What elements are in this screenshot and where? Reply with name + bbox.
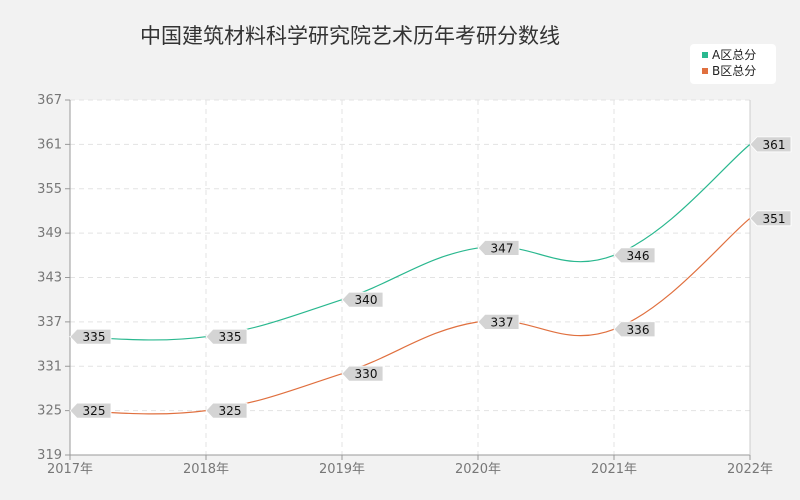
axes: 319 325 331 337 343 349 355 361 367 2017年 2018年 201… xyxy=(37,93,773,477)
y-tick-label: 367 xyxy=(37,93,62,108)
data-label-box xyxy=(341,365,384,382)
data-label-box xyxy=(69,402,112,419)
data-label-box xyxy=(69,328,112,345)
y-tick-label: 337 xyxy=(37,315,62,330)
data-label: 325 xyxy=(69,402,112,419)
data-label-box xyxy=(613,247,656,264)
data-label-value: 330 xyxy=(355,367,378,381)
data-label: 361 xyxy=(749,136,792,153)
y-tick-label: 355 xyxy=(37,182,62,197)
data-label-value: 351 xyxy=(763,212,786,226)
legend-label-b: B区总分 xyxy=(712,64,756,78)
legend-box xyxy=(690,44,776,84)
data-label: 337 xyxy=(477,313,520,330)
legend-swatch-b xyxy=(702,68,708,74)
data-label-value: 335 xyxy=(83,330,106,344)
data-label-value: 335 xyxy=(219,330,242,344)
y-tick-label: 349 xyxy=(37,226,62,241)
data-label-box xyxy=(477,313,520,330)
data-label: 351 xyxy=(749,210,792,227)
data-label-value: 337 xyxy=(491,315,514,329)
y-tick-label: 325 xyxy=(37,404,62,419)
y-tick-label: 319 xyxy=(37,448,62,463)
data-label-value: 346 xyxy=(627,249,650,263)
plot-area xyxy=(70,100,750,455)
y-tick-label: 331 xyxy=(37,359,62,374)
data-label-value: 361 xyxy=(763,138,786,152)
data-label-value: 340 xyxy=(355,293,378,307)
data-label-box xyxy=(749,136,792,153)
data-label: 347 xyxy=(477,240,520,256)
data-label: 325 xyxy=(205,402,248,419)
x-tick-label: 2022年 xyxy=(727,462,773,477)
data-label-box xyxy=(477,240,520,256)
data-label-value: 336 xyxy=(627,323,650,337)
data-label-box xyxy=(205,328,248,345)
data-label-box xyxy=(613,321,656,338)
data-label-box xyxy=(205,402,248,419)
series-line-1 xyxy=(69,217,751,415)
x-tick-label: 2019年 xyxy=(319,462,365,477)
data-label-value: 325 xyxy=(83,404,106,418)
chart-title: 中国建筑材料科学研究院艺术历年考研分数线 xyxy=(140,24,560,48)
series xyxy=(69,143,751,415)
y-tick-label: 343 xyxy=(37,271,62,286)
y-tick-label: 361 xyxy=(37,137,62,152)
x-tick-label: 2018年 xyxy=(183,462,229,477)
data-label-box xyxy=(749,210,792,227)
x-tick-label: 2017年 xyxy=(47,462,93,477)
data-label: 335 xyxy=(69,328,112,345)
x-tick-label: 2021年 xyxy=(591,462,637,477)
data-label: 336 xyxy=(613,321,656,338)
legend-label-a: A区总分 xyxy=(712,48,756,62)
legend[interactable]: A区总分 B区总分 xyxy=(690,44,776,84)
data-label: 330 xyxy=(341,365,384,382)
series-line-0 xyxy=(69,143,751,341)
x-tick-label: 2020年 xyxy=(455,462,501,477)
data-label-box xyxy=(341,291,384,308)
data-label-value: 347 xyxy=(491,241,514,255)
data-label-value: 325 xyxy=(219,404,242,418)
data-labels: 335 335 340 347 346 361 325 325 330 337 336 351 xyxy=(69,136,792,419)
data-label: 346 xyxy=(613,247,656,264)
data-label: 340 xyxy=(341,291,384,308)
data-label: 335 xyxy=(205,328,248,345)
legend-swatch-a xyxy=(702,52,708,58)
